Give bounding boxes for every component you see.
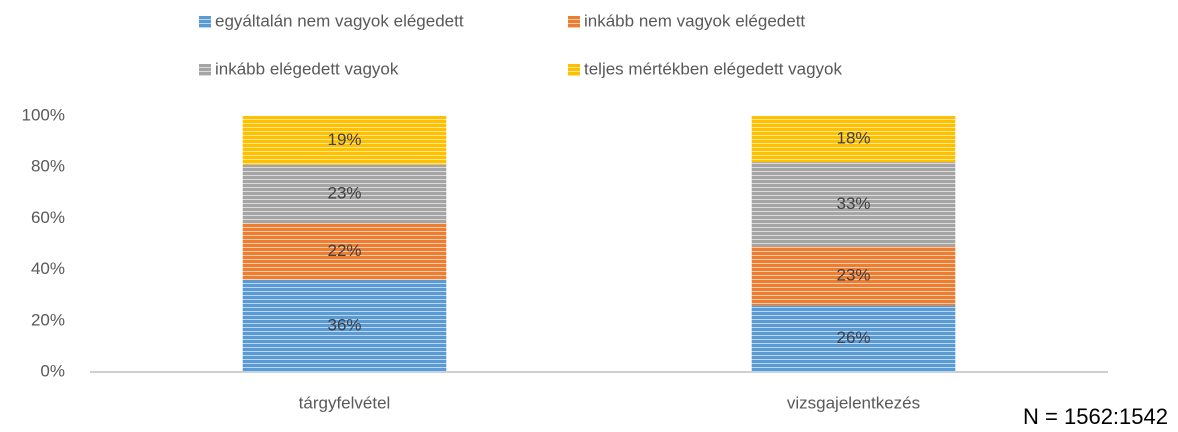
data-label: 23% <box>836 265 870 284</box>
y-tick-label: 60% <box>31 208 65 227</box>
bar-segment <box>242 164 447 224</box>
data-label: 26% <box>836 328 870 347</box>
legend-label: egyáltalán nem vagyok elégedett <box>215 11 464 30</box>
y-tick-label: 80% <box>31 157 65 176</box>
y-tick-label: 0% <box>40 361 65 380</box>
x-tick-label: vizsgajelentkezés <box>787 393 920 412</box>
legend-swatch <box>199 64 211 76</box>
legend-swatch <box>568 16 580 28</box>
y-tick-label: 100% <box>22 105 65 124</box>
bar-segment <box>751 305 956 372</box>
bar-segment <box>751 246 956 306</box>
bar-segment <box>242 116 447 165</box>
data-label: 23% <box>327 184 361 203</box>
data-label: 19% <box>327 130 361 149</box>
bar-segment <box>242 279 447 372</box>
bar-segment <box>751 162 956 247</box>
data-label: 33% <box>836 194 870 213</box>
legend-label: inkább elégedett vagyok <box>215 59 399 78</box>
y-tick-label: 20% <box>31 310 65 329</box>
legend-swatch <box>568 64 580 76</box>
data-label: 18% <box>836 129 870 148</box>
bar-segment <box>242 223 447 280</box>
y-tick-label: 40% <box>31 259 65 278</box>
data-label: 22% <box>327 241 361 260</box>
legend-label: teljes mértékben elégedett vagyok <box>584 59 842 78</box>
legend-label: inkább nem vagyok elégedett <box>584 11 805 30</box>
data-label: 36% <box>327 315 361 334</box>
x-tick-label: tárgyfelvétel <box>299 393 391 412</box>
legend-swatch <box>199 16 211 28</box>
bar-segment <box>751 116 956 163</box>
annotation: N = 1562:1542 <box>1023 404 1168 429</box>
